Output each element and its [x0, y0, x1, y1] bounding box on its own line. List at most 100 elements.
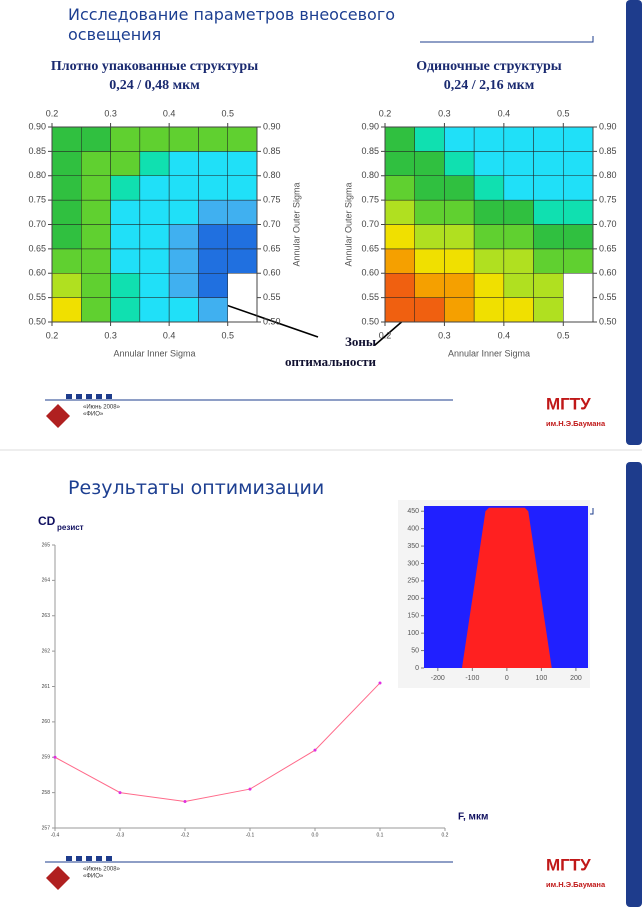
y-tick-label: 0.75 — [28, 195, 46, 205]
contour-cell — [533, 151, 564, 176]
y-tick-label: 0.80 — [361, 170, 379, 180]
contour-cell — [384, 175, 415, 201]
contour-cell — [533, 224, 564, 250]
contour-cell — [444, 273, 475, 298]
contour-chart: Одиночные структуры 0,24 / 2,16 мкм Annula… — [343, 59, 616, 358]
y-tick-label: 0.85 — [28, 146, 46, 156]
contour-cell — [139, 224, 170, 250]
contour-cell — [81, 151, 111, 176]
x-axis-label: F, мкм — [458, 812, 488, 823]
data-point — [248, 787, 252, 791]
contour-cell — [414, 224, 445, 250]
contour-cell — [110, 224, 141, 250]
data-point — [378, 681, 382, 685]
y-tick-label: 0.70 — [361, 219, 379, 229]
y-tick-label: 350 — [407, 543, 419, 550]
contour-cell — [473, 273, 505, 298]
contour-cell — [414, 175, 445, 201]
slide-title: Результаты оптимизации — [68, 477, 325, 499]
contour-cell — [533, 175, 564, 201]
contour-cell — [473, 224, 505, 250]
x-tick-label: 0.5 — [221, 108, 234, 118]
title-rule — [420, 36, 594, 43]
y-tick-label: 0.90 — [361, 121, 379, 131]
contour-cell — [444, 151, 475, 176]
x-tick-label: 0.3 — [438, 330, 451, 340]
contour-cell — [81, 126, 111, 152]
contour-cell — [563, 248, 594, 274]
contour-cell — [227, 126, 258, 152]
y-tick-label: 0.65 — [263, 243, 281, 253]
y-tick-label: 0.60 — [599, 268, 617, 278]
contour-cell — [227, 175, 258, 201]
x-tick-label: 0.4 — [498, 330, 511, 340]
contour-cell — [81, 175, 111, 201]
footer-date: «Июнь 2008» — [83, 405, 121, 411]
contour-cell — [198, 151, 228, 176]
side-bar — [626, 462, 642, 907]
y-tick-label: 0 — [415, 665, 419, 672]
footer: «Июнь 2008» «ФИО» МГТУ им.Н.Э.Баумана — [45, 855, 606, 890]
contour-cell — [139, 126, 170, 152]
contour-cell — [139, 248, 170, 274]
x-tick-label: 0.3 — [104, 108, 117, 118]
y-axis-label: Annular Outer Sigma — [291, 182, 301, 266]
contour-cell — [503, 273, 534, 298]
chart-title: Одиночные структуры — [416, 59, 562, 74]
footer-squares — [66, 856, 112, 861]
y-tick-label: 0.85 — [361, 146, 379, 156]
y-tick-label: 260 — [42, 719, 51, 725]
y-tick-label: 0.80 — [28, 170, 46, 180]
contour-cell — [110, 151, 141, 176]
x-tick-label: -100 — [465, 675, 479, 682]
y-tick-label: 0.80 — [263, 170, 281, 180]
contour-cell — [227, 224, 258, 250]
contour-cell — [51, 248, 82, 274]
x-tick-label: 0.5 — [221, 330, 234, 340]
x-tick-label: 0.2 — [379, 330, 392, 340]
contour-cell — [51, 126, 82, 152]
x-tick-label: 0.5 — [557, 330, 570, 340]
contour-cell — [563, 224, 594, 250]
profile-chart: -200 -100 0 100 200 0 50 100 150 200 250 300 350 400 4… — [407, 506, 588, 682]
contour-cell — [227, 151, 258, 176]
x-tick-label: 100 — [536, 675, 548, 682]
y-tick-label: 0.70 — [28, 219, 46, 229]
contour-cell — [503, 126, 534, 152]
contour-cell — [503, 248, 534, 274]
x-tick-label: -0.3 — [116, 832, 125, 838]
contour-cell — [384, 126, 415, 152]
contour-cell — [198, 175, 228, 201]
data-point — [118, 791, 122, 795]
y-tick-label: 400 — [407, 525, 419, 532]
y-tick-label: 0.55 — [263, 292, 281, 302]
contour-cell — [473, 248, 505, 274]
logo — [46, 866, 70, 890]
y-tick-label: 0.80 — [599, 170, 617, 180]
contour-cell — [81, 224, 111, 250]
contour-cell — [414, 199, 445, 225]
contour-cell — [503, 175, 534, 201]
contour-cell — [473, 151, 505, 176]
contour-cell — [533, 297, 564, 323]
contour-cell — [168, 297, 199, 323]
contour-cell — [168, 199, 199, 225]
y-tick-label: 258 — [42, 790, 51, 796]
contour-cell — [444, 126, 475, 152]
data-point — [183, 799, 187, 803]
contour-cell — [139, 175, 170, 201]
slide-title: Исследование параметров внеосевого освещ… — [68, 5, 396, 44]
y-tick-label: 0.60 — [263, 268, 281, 278]
x-tick-label: 0.5 — [557, 108, 570, 118]
contour-cell — [198, 126, 228, 152]
annotation: оптимальности — [285, 354, 377, 369]
contour-cell — [563, 199, 594, 225]
contour-cell — [473, 199, 505, 225]
contour-cell — [168, 248, 199, 274]
y-tick-label: 200 — [407, 595, 419, 602]
y-axis-label: Annular Outer Sigma — [343, 182, 353, 266]
y-tick-label: 259 — [42, 755, 51, 761]
y-tick-label: 0.70 — [599, 219, 617, 229]
y-tick-label: 257 — [42, 825, 51, 831]
contour-cell — [533, 199, 564, 225]
